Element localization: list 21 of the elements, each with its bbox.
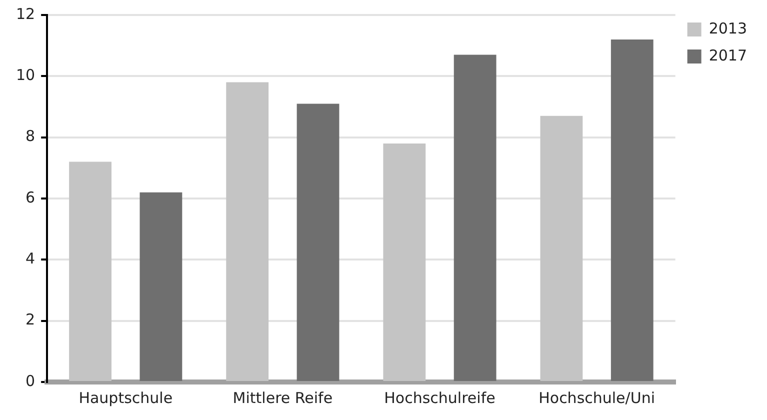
bar xyxy=(140,192,182,381)
y-tick-label: 6 xyxy=(26,188,36,206)
x-tick-label: Mittlere Reife xyxy=(232,388,333,407)
bar xyxy=(540,116,583,381)
x-tick-label: Hochschulreife xyxy=(384,388,496,407)
y-tick-label: 0 xyxy=(26,372,36,390)
bar xyxy=(610,39,654,381)
legend-label: 2013 xyxy=(708,19,748,38)
y-tick-label: 4 xyxy=(26,250,36,268)
y-tick-label: 12 xyxy=(16,4,36,23)
bar xyxy=(454,54,496,381)
y-tick-label: 2 xyxy=(26,310,36,329)
legend-label: 2017 xyxy=(708,46,748,64)
y-tick-label: 10 xyxy=(16,66,36,84)
bar xyxy=(226,82,269,381)
y-tick-label: 8 xyxy=(26,127,36,146)
x-tick-label: Hochschule/Uni xyxy=(538,388,655,407)
bar xyxy=(296,104,340,381)
bar xyxy=(69,162,112,381)
bar xyxy=(383,143,426,381)
x-tick-label: Hauptschule xyxy=(78,388,173,407)
